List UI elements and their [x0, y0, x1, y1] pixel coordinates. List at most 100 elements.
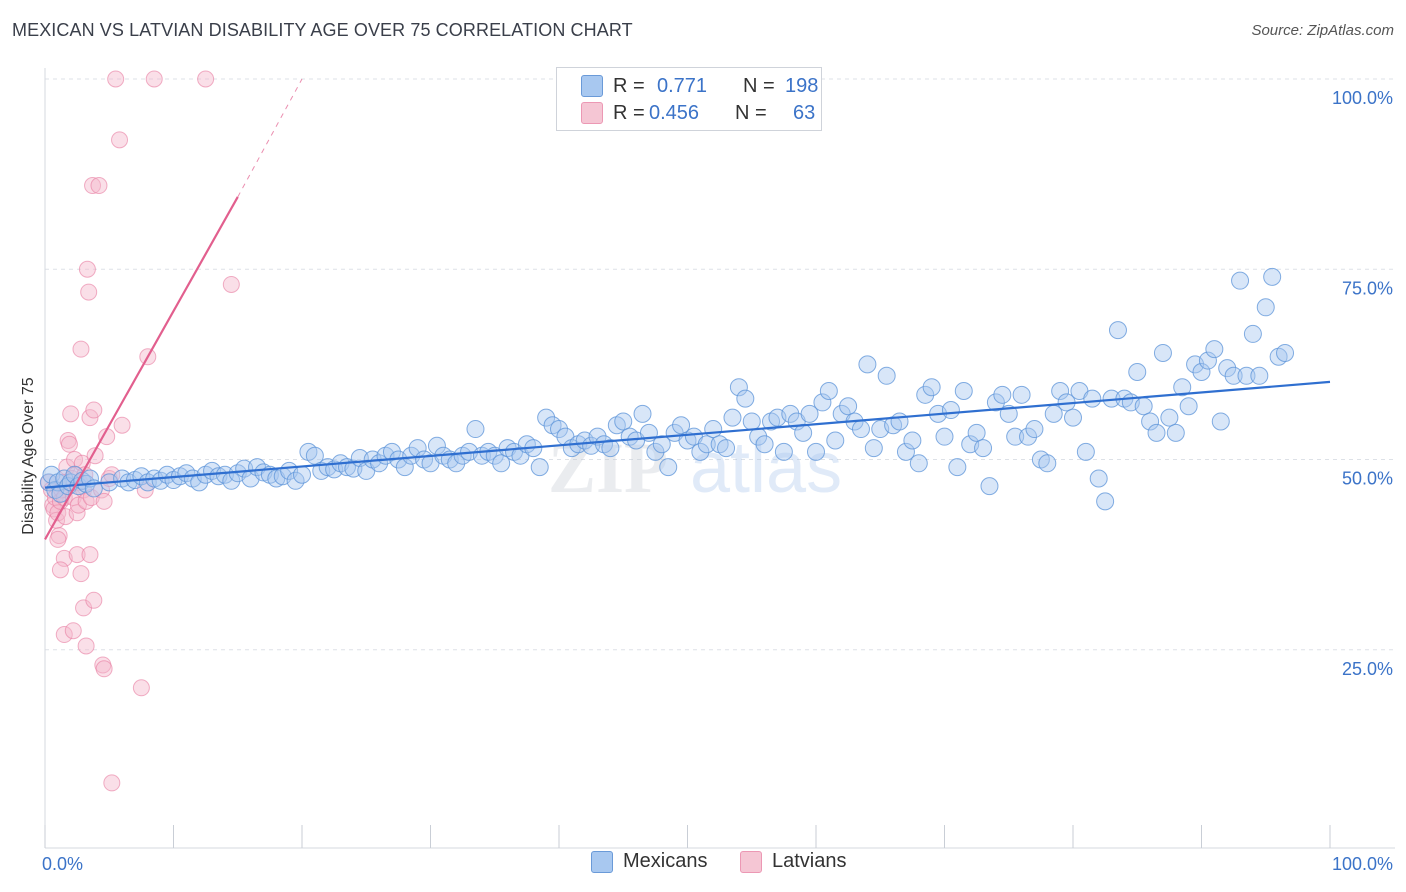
mexicans-point [948, 458, 967, 477]
mexicans-point [851, 420, 870, 439]
latvians-trend-line [44, 196, 239, 540]
mexicans-point [550, 420, 568, 439]
mexicans-point [633, 404, 652, 423]
mexicans-point [492, 454, 511, 473]
latvians-point [103, 774, 121, 792]
mexicans-point [1038, 454, 1057, 473]
mexicans-point [813, 393, 832, 412]
mexicans-point [755, 435, 774, 454]
latvians-point [81, 409, 99, 427]
latvians-point [66, 451, 84, 468]
mexicans-point [305, 446, 324, 465]
legend-r-value: 0.771 [657, 74, 708, 97]
latvians-points [40, 70, 240, 792]
mexicans-point [1108, 321, 1127, 340]
mexicans-point [466, 420, 485, 439]
mexicans-point [1128, 362, 1147, 381]
mexicans-point [293, 465, 311, 484]
y-axis-label: Disability Age Over 75 [20, 377, 37, 535]
legend-swatch-pink [581, 102, 603, 124]
source-credit: Source: ZipAtlas.com [1251, 22, 1394, 39]
latvians-point [55, 626, 73, 644]
mexicans-point [935, 427, 954, 446]
mexicans-point [1224, 366, 1243, 385]
mexicans-point [1076, 442, 1095, 461]
mexicans-point [1051, 382, 1070, 401]
watermark-atlas: atlas [690, 428, 842, 508]
legend-r-value: 0.456 [649, 101, 700, 124]
mexicans-point [819, 382, 838, 401]
mexicans-point [774, 442, 793, 461]
mexicans-point [659, 458, 678, 477]
mexicans-point [1096, 492, 1115, 511]
mexicans-point [646, 442, 665, 461]
latvians-point [84, 177, 102, 195]
mexicans-point [909, 454, 928, 473]
mexicans-point [922, 378, 941, 397]
mexicans-point [717, 439, 736, 458]
legend-label-latvians: Latvians [772, 850, 847, 872]
tick-labels: 25.0% 50.0% 75.0% 100.0% 0.0% 100.0% [42, 88, 1393, 874]
mexicans-point [781, 404, 800, 423]
mexicans-point [1134, 397, 1153, 416]
mexicans-point [1160, 408, 1179, 427]
mexicans-point [51, 484, 70, 503]
latvians-point [85, 591, 103, 609]
mexicans-point [807, 442, 825, 461]
mexicans-point [1243, 324, 1262, 343]
x-tick-label: 100.0% [1332, 854, 1393, 874]
mexicans-point [1173, 378, 1192, 397]
latvians-point [80, 283, 98, 301]
latvians-point [107, 70, 125, 88]
mexicans-point [1083, 389, 1102, 408]
mexicans-point [1211, 412, 1230, 431]
latvians-point [68, 546, 86, 564]
mexicans-point [1025, 420, 1044, 439]
y-tick-label: 25.0% [1342, 659, 1393, 679]
mexicans-point [1192, 362, 1211, 381]
mexicans-point [1205, 340, 1224, 359]
legend-swatch-blue [581, 75, 603, 97]
chart-title: MEXICAN VS LATVIAN DISABILITY AGE OVER 7… [12, 20, 633, 40]
x-tick-label: 0.0% [42, 854, 83, 874]
legend-item-mexicans[interactable]: Mexicans [591, 850, 707, 873]
mexicans-point [864, 439, 883, 458]
mexicans-point [1019, 427, 1038, 446]
latvians-point [90, 177, 108, 195]
mexicans-point [890, 412, 909, 431]
y-tick-label: 50.0% [1342, 469, 1393, 489]
mexicans-point [704, 420, 723, 439]
mexicans-point [537, 408, 556, 427]
mexicans-point [1237, 366, 1256, 385]
mexicans-point [1231, 271, 1250, 290]
mexicans-point [858, 355, 877, 374]
mexicans-point [1153, 343, 1172, 362]
latvians-point [222, 275, 240, 293]
mexicans-point [235, 459, 254, 478]
mexicans-point [382, 442, 401, 461]
mexicans-point [800, 404, 819, 423]
latvians-point [145, 70, 163, 88]
series-legend: Mexicans Latvians [0, 850, 1406, 878]
latvians-point [78, 260, 96, 278]
mexicans-point [986, 393, 1005, 412]
mexicans-point [697, 435, 716, 454]
latvians-point [111, 131, 129, 149]
latvians-point [69, 496, 87, 514]
y-tick-label: 100.0% [1332, 88, 1393, 108]
mexicans-point [1276, 343, 1295, 362]
legend-label-mexicans: Mexicans [623, 850, 708, 872]
mexicans-point [1012, 385, 1031, 404]
mexicans-point [1166, 423, 1185, 442]
legend-n-value: 198 [785, 74, 819, 97]
axes [44, 68, 1395, 849]
mexicans-point [916, 385, 935, 404]
latvians-point [85, 401, 103, 419]
legend-swatch-blue [591, 850, 613, 873]
legend-item-latvians[interactable]: Latvians [740, 850, 847, 873]
mexicans-point [896, 442, 915, 461]
mexicans-point [954, 382, 973, 401]
mexicans-point [736, 389, 755, 408]
stats-legend: R = 0.771 N = 198 R = 0.456 N = 63 [556, 67, 822, 131]
